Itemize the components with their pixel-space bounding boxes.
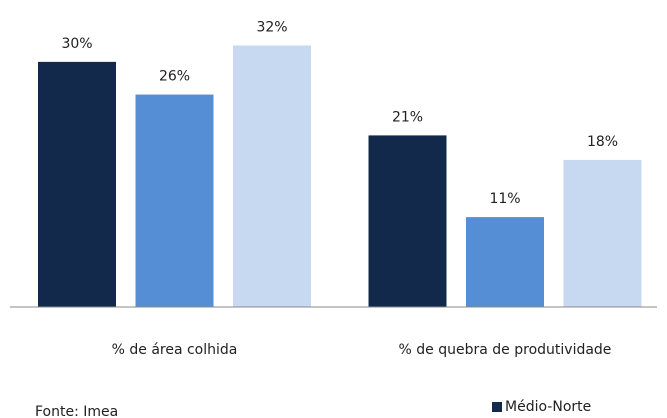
data-label: 18% [587,134,618,150]
data-label: 32% [256,20,287,36]
bar [233,45,311,308]
data-label: 21% [392,109,423,125]
bar [368,135,447,307]
bar [466,217,544,307]
data-label: 26% [159,69,190,85]
legend-swatch [492,402,502,412]
data-label: 30% [61,36,92,52]
data-label: 11% [489,191,520,207]
bar [135,94,214,308]
x-tick-label: % de quebra de produtividade [399,342,612,358]
legend-label: Médio-Norte [505,399,591,415]
bar [38,61,116,307]
x-tick-label: % de área colhida [112,342,238,358]
bar [563,159,642,307]
source-note: Fonte: Imea [35,404,118,418]
